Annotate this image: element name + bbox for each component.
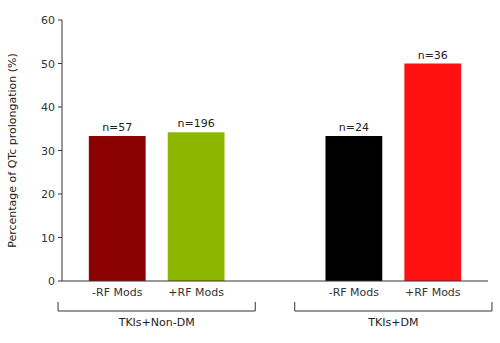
bar xyxy=(325,136,382,281)
y-tick xyxy=(58,237,62,238)
y-tick-label: 60 xyxy=(41,14,55,27)
y-tick xyxy=(58,150,62,151)
bar xyxy=(89,136,146,281)
x-axis-line xyxy=(62,281,488,282)
y-tick-label: 40 xyxy=(41,101,55,114)
group-label: TKIs+Non-DM xyxy=(118,316,195,329)
y-tick xyxy=(58,194,62,195)
x-tick-label: -RF Mods xyxy=(92,286,143,299)
y-tick-label: 0 xyxy=(48,275,55,288)
group-bracket xyxy=(295,302,492,311)
y-tick-label: 30 xyxy=(41,145,55,158)
annotation: n=24 xyxy=(339,121,369,134)
annotation: n=36 xyxy=(418,49,448,62)
annotation: n=57 xyxy=(102,121,132,134)
y-tick xyxy=(58,107,62,108)
group-bracket xyxy=(58,302,255,311)
y-tick xyxy=(58,20,62,21)
y-axis-label: Percentage of QTc prolongation (%) xyxy=(6,53,19,248)
chart-container: n=57 n=196 n=24 n=36 0 10 20 30 40 50 60 Percentage… xyxy=(0,0,500,343)
annotation: n=196 xyxy=(178,117,215,130)
y-tick-label: 10 xyxy=(41,232,55,245)
chart: n=57 n=196 n=24 n=36 0 10 20 30 40 50 60 Percentage… xyxy=(0,0,500,343)
x-tick-label: +RF Mods xyxy=(405,286,461,299)
y-tick xyxy=(58,281,62,282)
x-tick-label: -RF Mods xyxy=(329,286,380,299)
bar xyxy=(168,132,225,281)
y-tick-label: 20 xyxy=(41,188,55,201)
bar xyxy=(404,64,461,282)
y-tick-label: 50 xyxy=(41,58,55,71)
x-tick-label: +RF Mods xyxy=(168,286,224,299)
bars xyxy=(89,64,461,282)
y-tick xyxy=(58,63,62,64)
group-label: TKIs+DM xyxy=(367,316,418,329)
